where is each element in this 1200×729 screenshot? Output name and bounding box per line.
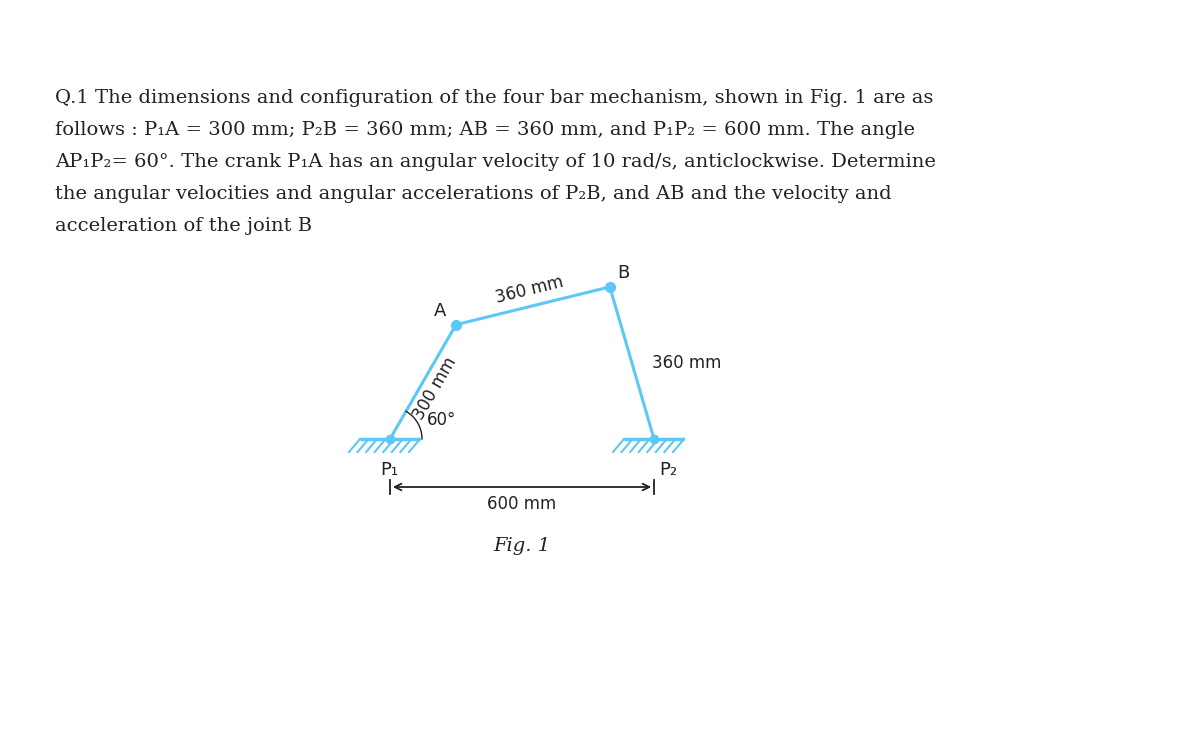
- Text: 60°: 60°: [427, 411, 456, 429]
- Text: follows : P₁A = 300 mm; P₂B = 360 mm; AB = 360 mm, and P₁P₂ = 600 mm. The angle: follows : P₁A = 300 mm; P₂B = 360 mm; AB…: [55, 121, 916, 139]
- Text: 360 mm: 360 mm: [493, 273, 565, 307]
- Text: acceleration of the joint B: acceleration of the joint B: [55, 217, 312, 235]
- Text: 300 mm: 300 mm: [410, 354, 461, 424]
- Text: B: B: [617, 264, 629, 282]
- Text: Q.1 The dimensions and configuration of the four bar mechanism, shown in Fig. 1 : Q.1 The dimensions and configuration of …: [55, 89, 934, 107]
- Text: P₁: P₁: [380, 461, 398, 479]
- Text: 360 mm: 360 mm: [652, 354, 721, 372]
- Text: 600 mm: 600 mm: [487, 495, 557, 513]
- Text: AP₁P₂= 60°. The crank P₁A has an angular velocity of 10 rad/s, anticlockwise. De: AP₁P₂= 60°. The crank P₁A has an angular…: [55, 153, 936, 171]
- Text: the angular velocities and angular accelerations of P₂B, and AB and the velocity: the angular velocities and angular accel…: [55, 185, 892, 203]
- Text: Fig. 1: Fig. 1: [493, 537, 551, 555]
- Text: P₂: P₂: [659, 461, 677, 479]
- Text: A: A: [433, 302, 446, 320]
